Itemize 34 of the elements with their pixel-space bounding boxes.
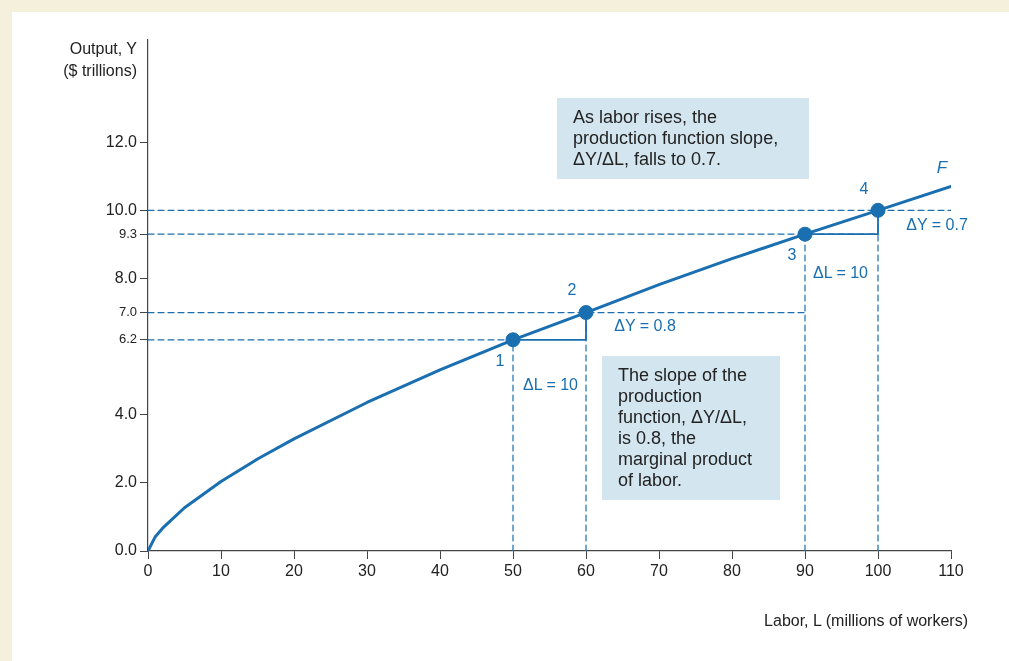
y-tick-label: 9.3: [118, 225, 137, 241]
y-tick-label: 6.2: [118, 331, 137, 347]
annotation: 1: [495, 352, 505, 370]
x-tick-label: 40: [431, 562, 449, 580]
x-tick-label: 10: [212, 562, 230, 580]
y-tick-label: 10.0: [105, 200, 138, 218]
y-tick-label: 7.0: [118, 304, 137, 320]
y-tick-label: 12.0: [105, 132, 138, 150]
x-axis-title: Labor, L (millions of workers): [764, 612, 968, 630]
annotation: ΔL = 10: [812, 263, 869, 281]
annotation: 2: [567, 280, 577, 298]
x-tick-label: 30: [358, 562, 376, 580]
annotation: As labor rises, the production function slope, ΔY/ΔL, falls to 0.7.: [557, 98, 809, 179]
x-tick-label: 100: [864, 562, 892, 580]
y-tick-label: 8.0: [114, 268, 138, 286]
annotation: 4: [859, 179, 869, 197]
x-tick-label: 60: [577, 562, 595, 580]
y-axis-title: Output, Y ($ trillions): [63, 39, 137, 81]
annotation: ΔY = 0.8: [614, 316, 676, 334]
annotation: ΔY = 0.7: [906, 215, 968, 233]
x-tick-label: 50: [504, 562, 522, 580]
x-tick-label: 0: [143, 562, 153, 580]
x-tick-label: 70: [650, 562, 668, 580]
series-label: F: [936, 158, 949, 178]
x-tick-label: 80: [723, 562, 741, 580]
x-tick-label: 110: [938, 562, 964, 580]
y-tick-label: 2.0: [114, 473, 138, 491]
annotation: The slope of the production function, ΔY/ΔL, is 0.8, the marginal product of labor.: [602, 356, 780, 500]
x-tick-label: 90: [796, 562, 814, 580]
x-tick-label: 20: [285, 562, 303, 580]
y-tick-label: 4.0: [114, 405, 138, 423]
annotation: 3: [787, 245, 797, 263]
y-tick-label: 0.0: [114, 541, 138, 559]
annotation: ΔL = 10: [522, 376, 579, 394]
